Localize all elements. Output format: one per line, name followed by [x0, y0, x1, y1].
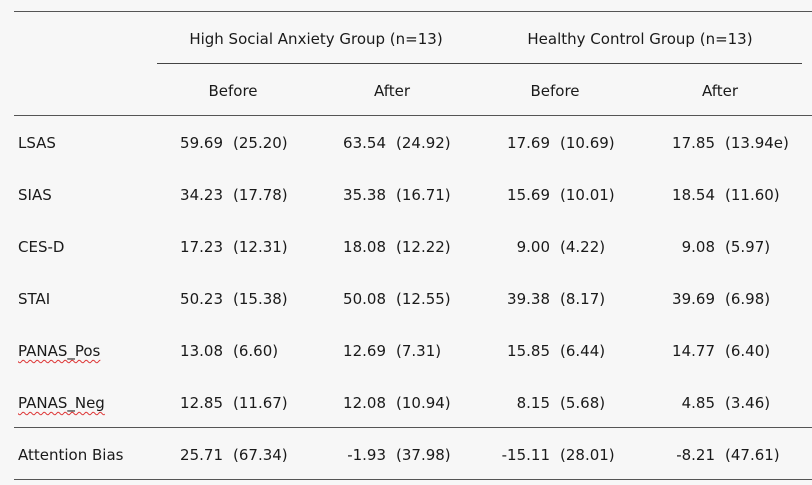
- table-cell: 17.23 (12.31): [180, 238, 288, 256]
- subheader-hsa-after: After: [373, 82, 411, 100]
- table-cell: 14.77 (6.40): [672, 342, 771, 360]
- subheader-hc-after: After: [701, 82, 739, 100]
- table-cell: 13.08 (6.60): [180, 342, 279, 360]
- table-cell: 15.85 (6.44): [507, 342, 606, 360]
- table-cell: 4.85 (3.46): [681, 394, 771, 412]
- table-cell: 12.69 (7.31): [343, 342, 442, 360]
- table-cell: -1.93 (37.98): [347, 446, 451, 464]
- top-rule: [14, 11, 812, 12]
- subheader-hsa-before: Before: [208, 82, 258, 100]
- attention-bias-rule: [14, 427, 812, 428]
- group-underline: [157, 63, 802, 64]
- table-cell: 9.00 (4.22): [516, 238, 606, 256]
- table-cell: 9.08 (5.97): [681, 238, 771, 256]
- table-cell: 12.08 (10.94): [343, 394, 451, 412]
- row-label-stai: STAI: [18, 290, 51, 308]
- subheader-hc-before: Before: [530, 82, 580, 100]
- table-cell: 50.08 (12.55): [343, 290, 451, 308]
- group-header-healthy-control: Healthy Control Group (n=13): [527, 30, 753, 48]
- table-cell: 63.54 (24.92): [343, 134, 451, 152]
- table-cell: 12.85 (11.67): [180, 394, 288, 412]
- table-cell: -15.11 (28.01): [501, 446, 615, 464]
- bottom-rule: [14, 479, 812, 480]
- table-cell: 8.15 (5.68): [516, 394, 606, 412]
- row-label-sias: SIAS: [18, 186, 52, 204]
- table-cell: 18.54 (11.60): [672, 186, 780, 204]
- table-cell: 18.08 (12.22): [343, 238, 451, 256]
- table-cell: -8.21 (47.61): [676, 446, 780, 464]
- group-header-high-social-anxiety: High Social Anxiety Group (n=13): [189, 30, 443, 48]
- row-label-attention-bias: Attention Bias: [18, 446, 124, 464]
- table-cell: 59.69 (25.20): [180, 134, 288, 152]
- table-cell: 39.38 (8.17): [507, 290, 606, 308]
- table-cell: 50.23 (15.38): [180, 290, 288, 308]
- row-label-lsas: LSAS: [18, 134, 56, 152]
- table-cell: 17.69 (10.69): [507, 134, 615, 152]
- table-cell: 39.69 (6.98): [672, 290, 771, 308]
- table-cell: 15.69 (10.01): [507, 186, 615, 204]
- row-label-ces-d: CES-D: [18, 238, 65, 256]
- table-cell: 35.38 (16.71): [343, 186, 451, 204]
- row-label-panas-neg: PANAS_Neg: [18, 394, 105, 412]
- table-cell: 17.85 (13.94e): [672, 134, 789, 152]
- header-rule: [14, 115, 812, 116]
- table-cell: 34.23 (17.78): [180, 186, 288, 204]
- row-label-panas-pos: PANAS_Pos: [18, 342, 101, 360]
- table-cell: 25.71 (67.34): [180, 446, 288, 464]
